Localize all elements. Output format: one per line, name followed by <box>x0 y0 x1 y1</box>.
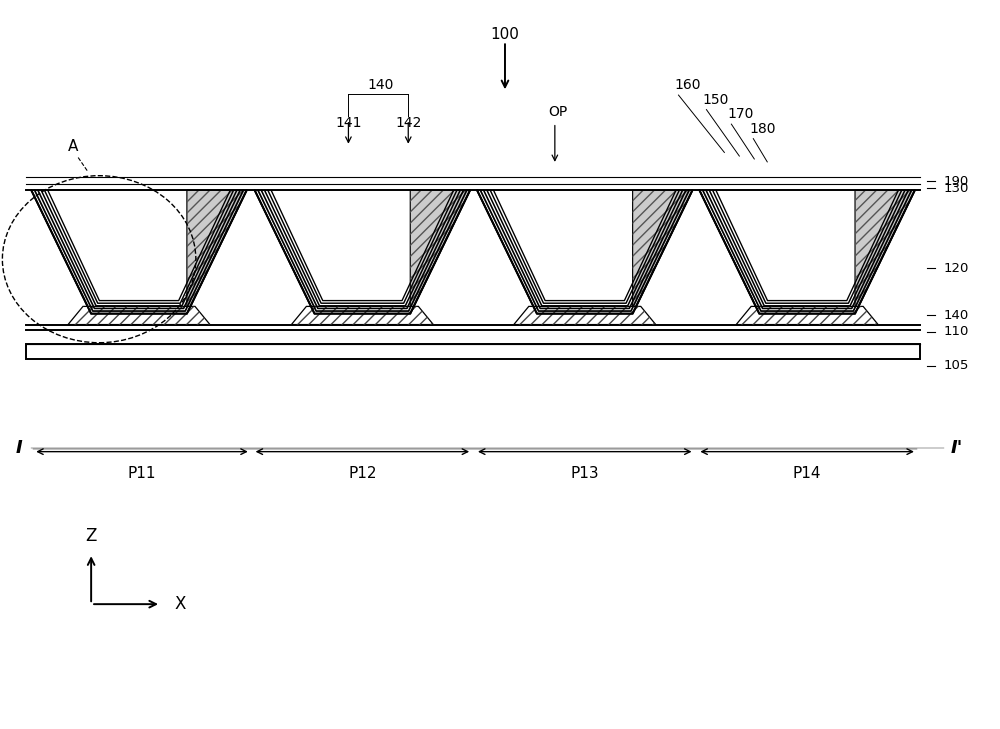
Polygon shape <box>855 190 915 313</box>
Polygon shape <box>255 190 470 313</box>
Text: 105: 105 <box>944 359 969 373</box>
Text: 120: 120 <box>944 262 969 275</box>
Polygon shape <box>699 190 915 313</box>
Polygon shape <box>31 190 247 313</box>
Polygon shape <box>514 306 656 324</box>
Polygon shape <box>31 190 91 313</box>
Polygon shape <box>410 190 470 313</box>
Text: Z: Z <box>85 526 97 545</box>
Text: A: A <box>68 139 78 154</box>
Text: P13: P13 <box>570 466 599 481</box>
Text: P14: P14 <box>793 466 821 481</box>
Text: 160: 160 <box>675 78 701 92</box>
Text: 150: 150 <box>702 93 729 106</box>
Polygon shape <box>736 306 878 324</box>
Text: 141: 141 <box>335 116 362 130</box>
Text: P11: P11 <box>128 466 156 481</box>
Text: 100: 100 <box>491 27 519 42</box>
Polygon shape <box>255 190 315 313</box>
Text: 170: 170 <box>727 107 754 121</box>
Text: 140: 140 <box>944 309 969 322</box>
Polygon shape <box>68 306 210 324</box>
Polygon shape <box>291 306 433 324</box>
Polygon shape <box>477 190 692 313</box>
Polygon shape <box>633 190 692 313</box>
Bar <box>26 344 920 359</box>
Text: 140: 140 <box>367 78 394 92</box>
Text: X: X <box>175 595 186 613</box>
Text: 180: 180 <box>749 122 776 136</box>
Polygon shape <box>699 190 759 313</box>
Text: P12: P12 <box>348 466 377 481</box>
Text: 130: 130 <box>944 182 969 195</box>
Polygon shape <box>187 190 247 313</box>
Text: 142: 142 <box>395 116 421 130</box>
Text: 190: 190 <box>944 175 969 188</box>
Text: 110: 110 <box>944 325 969 338</box>
Text: I': I' <box>951 439 963 457</box>
Polygon shape <box>477 190 537 313</box>
Text: OP: OP <box>548 105 567 119</box>
Text: I: I <box>16 439 23 457</box>
